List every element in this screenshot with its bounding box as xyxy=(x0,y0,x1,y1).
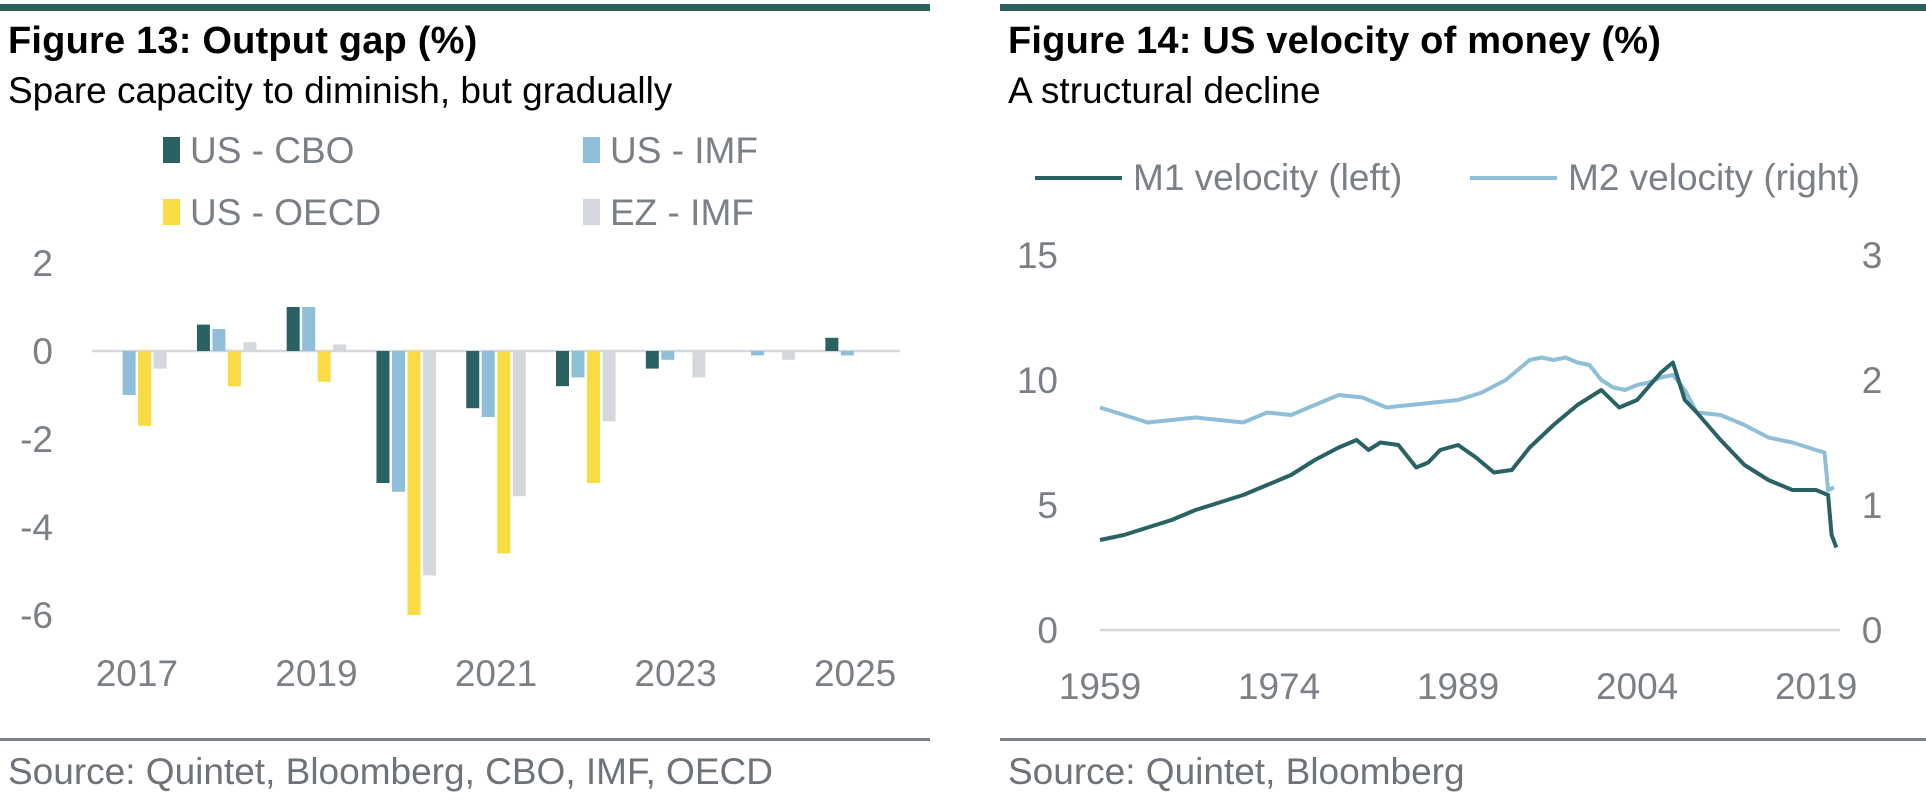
y-tick-label: 0 xyxy=(32,331,53,372)
figure-14-panel: Figure 14: US velocity of money (%) A st… xyxy=(1000,0,1926,810)
bar xyxy=(497,351,511,554)
y-right-tick-label: 2 xyxy=(1862,360,1883,401)
y-left-tick-label: 10 xyxy=(1017,360,1058,401)
legend-label: EZ - IMF xyxy=(610,192,754,233)
x-tick-label: 1959 xyxy=(1059,666,1141,707)
y-right-tick-label: 1 xyxy=(1862,485,1883,526)
bar xyxy=(196,324,210,351)
legend-swatch xyxy=(583,137,600,163)
x-tick-label: 2025 xyxy=(814,653,896,694)
bar xyxy=(556,351,570,387)
y-right-tick-label: 0 xyxy=(1862,610,1883,651)
bar xyxy=(840,351,854,356)
figure-13-title: Figure 13: Output gap (%) xyxy=(8,20,478,62)
bar xyxy=(512,351,526,497)
x-tick-label: 2019 xyxy=(275,653,357,694)
bar xyxy=(122,351,136,395)
figure-14-subtitle: A structural decline xyxy=(1008,70,1321,111)
bar xyxy=(661,351,675,360)
bar xyxy=(227,351,241,387)
bar xyxy=(376,351,390,483)
figure-14-source: Source: Quintet, Bloomberg xyxy=(1008,751,1465,792)
bar xyxy=(645,351,659,369)
x-tick-label: 2017 xyxy=(96,653,178,694)
bar xyxy=(782,351,796,360)
y-left-tick-label: 5 xyxy=(1037,485,1058,526)
bar xyxy=(751,351,765,356)
bar xyxy=(138,351,152,426)
figure-13-subtitle: Spare capacity to diminish, but graduall… xyxy=(8,70,673,111)
y-left-tick-label: 15 xyxy=(1017,235,1058,276)
y-tick-label: -4 xyxy=(20,507,53,548)
legend-label: M1 velocity (left) xyxy=(1133,157,1402,198)
legend-label: US - CBO xyxy=(190,130,354,171)
x-tick-label: 2019 xyxy=(1775,666,1857,707)
bottom-rule xyxy=(0,738,930,741)
x-tick-label: 1974 xyxy=(1238,666,1320,707)
legend-swatch xyxy=(163,199,180,225)
legend-swatch xyxy=(163,137,180,163)
x-tick-label: 2023 xyxy=(634,653,716,694)
bar xyxy=(466,351,480,409)
y-right-tick-label: 3 xyxy=(1862,235,1883,276)
bar xyxy=(571,351,585,378)
bar xyxy=(602,351,616,422)
bar xyxy=(286,307,300,351)
bar xyxy=(481,351,495,417)
bar xyxy=(587,351,601,483)
figure-13-panel: Figure 13: Output gap (%) Spare capacity… xyxy=(0,0,930,810)
legend-label: M2 velocity (right) xyxy=(1568,157,1860,198)
bar xyxy=(422,351,436,576)
legend-swatch xyxy=(583,199,600,225)
top-rule xyxy=(0,4,930,11)
bar xyxy=(153,351,167,369)
bottom-rule xyxy=(1000,738,1926,741)
legend-label: US - OECD xyxy=(190,192,381,233)
y-tick-label: -2 xyxy=(20,419,53,460)
x-tick-label: 2021 xyxy=(455,653,537,694)
x-tick-label: 2004 xyxy=(1596,666,1678,707)
x-tick-label: 1989 xyxy=(1417,666,1499,707)
series-line xyxy=(1099,355,1835,492)
bar xyxy=(302,307,316,351)
bar xyxy=(825,337,839,351)
bar xyxy=(692,351,706,378)
top-rule xyxy=(1000,4,1926,11)
bar xyxy=(391,351,405,492)
bar xyxy=(243,342,257,351)
bar xyxy=(407,351,421,615)
y-tick-label: -6 xyxy=(20,595,53,636)
output-gap-bar-chart: 2 0 -2 -4 -6 2017 2019 2021 2023 2025 US - CBO US -… xyxy=(20,130,900,694)
figure-13-source: Source: Quintet, Bloomberg, CBO, IMF, OE… xyxy=(8,751,773,792)
figure-14-title: Figure 14: US velocity of money (%) xyxy=(1008,20,1662,62)
y-tick-label: 2 xyxy=(32,243,53,284)
legend-label: US - IMF xyxy=(610,130,758,171)
bar xyxy=(333,344,347,351)
y-left-tick-label: 0 xyxy=(1037,610,1058,651)
bar xyxy=(212,329,226,351)
bar xyxy=(317,351,331,382)
series-line xyxy=(1099,360,1839,549)
